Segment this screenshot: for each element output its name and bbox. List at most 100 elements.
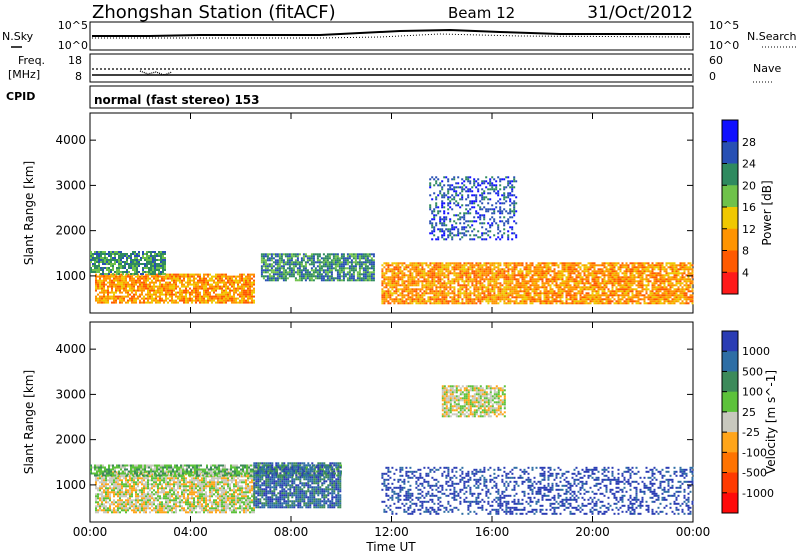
echo-cell <box>529 286 532 289</box>
echo-cell <box>209 279 211 282</box>
echo-cell <box>591 292 594 295</box>
echo-cell <box>368 279 371 282</box>
echo-cell <box>332 261 335 264</box>
echo-cell <box>219 297 221 300</box>
echo-cell <box>239 285 241 288</box>
nsky-tick-top: 10^5 <box>58 19 88 32</box>
echo-cell <box>231 289 233 292</box>
echo-cell <box>193 299 195 302</box>
echo-cell <box>463 234 466 237</box>
echo-cell <box>637 274 640 277</box>
echo-cell <box>187 289 189 292</box>
echo-cell <box>445 218 448 221</box>
echo-cell <box>143 279 145 282</box>
echo-cell <box>477 280 480 283</box>
echo-cell <box>513 286 516 289</box>
echo-cell <box>691 302 694 305</box>
echo-cell <box>599 270 602 273</box>
echo-cell <box>437 276 440 279</box>
echo-cell <box>417 284 420 287</box>
echo-cell <box>553 298 556 301</box>
echo-cell <box>118 269 120 271</box>
echo-cell <box>197 285 199 288</box>
echo-cell <box>565 302 568 305</box>
echo-cell <box>683 268 686 271</box>
echo-cell <box>469 272 472 275</box>
echo-cell <box>157 291 159 294</box>
echo-cell <box>366 261 369 264</box>
echo-cell <box>567 278 570 281</box>
echo-cell <box>567 294 570 297</box>
echo-cell <box>531 288 534 291</box>
echo-cell <box>282 267 285 270</box>
echo-cell <box>417 274 420 277</box>
echo-cell <box>415 294 418 297</box>
echo-cell <box>278 271 281 274</box>
echo-cell <box>421 284 424 287</box>
echo-cell <box>651 276 654 279</box>
echo-cell <box>691 270 694 273</box>
echo-cell <box>511 274 514 277</box>
echo-cell <box>593 266 596 269</box>
echo-cell <box>677 288 680 291</box>
echo-cell <box>445 268 448 271</box>
echo-cell <box>465 300 468 303</box>
echo-cell <box>381 288 384 291</box>
echo-cell <box>207 281 209 284</box>
echo-cell <box>447 272 450 275</box>
echo-cell <box>431 302 434 305</box>
echo-cell <box>304 261 307 264</box>
echo-cell <box>445 292 448 295</box>
echo-cell <box>639 262 642 265</box>
echo-cell <box>104 267 106 269</box>
echo-cell <box>479 272 482 275</box>
echo-cell <box>276 253 279 256</box>
echo-cell <box>127 295 129 298</box>
echo-cell <box>639 278 642 281</box>
echo-cell <box>435 206 438 209</box>
echo-cell <box>649 276 652 279</box>
echo-cell <box>573 262 576 265</box>
echo-cell <box>613 264 616 267</box>
echo-cell <box>525 294 528 297</box>
echo-cell <box>585 274 588 277</box>
echo-cell <box>443 296 446 299</box>
echo-cell <box>651 264 654 267</box>
echo-cell <box>146 255 148 257</box>
echo-cell <box>312 257 315 260</box>
echo-cell <box>118 253 120 255</box>
echo-cell <box>609 298 612 301</box>
echo-cell <box>635 268 638 271</box>
echo-cell <box>401 282 404 285</box>
echo-cell <box>154 271 156 273</box>
echo-cell <box>292 263 295 266</box>
echo-cell <box>523 280 526 283</box>
echo-cell <box>148 267 150 269</box>
echo-cell <box>659 300 662 303</box>
echo-cell <box>439 284 442 287</box>
echo-cell <box>124 253 126 255</box>
power-marks <box>90 176 694 305</box>
echo-cell <box>475 180 478 183</box>
echo-cell <box>459 272 462 275</box>
echo-cell <box>419 274 422 277</box>
echo-cell <box>671 268 674 271</box>
echo-cell <box>308 271 311 274</box>
echo-cell <box>467 302 470 305</box>
echo-cell <box>121 275 123 278</box>
echo-cell <box>387 270 390 273</box>
echo-cell <box>483 238 486 241</box>
echo-cell <box>463 226 466 229</box>
echo-cell <box>118 265 120 267</box>
echo-cell <box>193 279 195 282</box>
echo-cell <box>90 259 92 261</box>
echo-cell <box>276 265 279 268</box>
echo-cell <box>383 262 386 265</box>
echo-cell <box>483 264 486 267</box>
echo-cell <box>195 281 197 284</box>
echo-cell <box>579 268 582 271</box>
echo-cell <box>467 262 470 265</box>
echo-cell <box>593 286 596 289</box>
echo-cell <box>627 264 630 267</box>
echo-cell <box>469 286 472 289</box>
